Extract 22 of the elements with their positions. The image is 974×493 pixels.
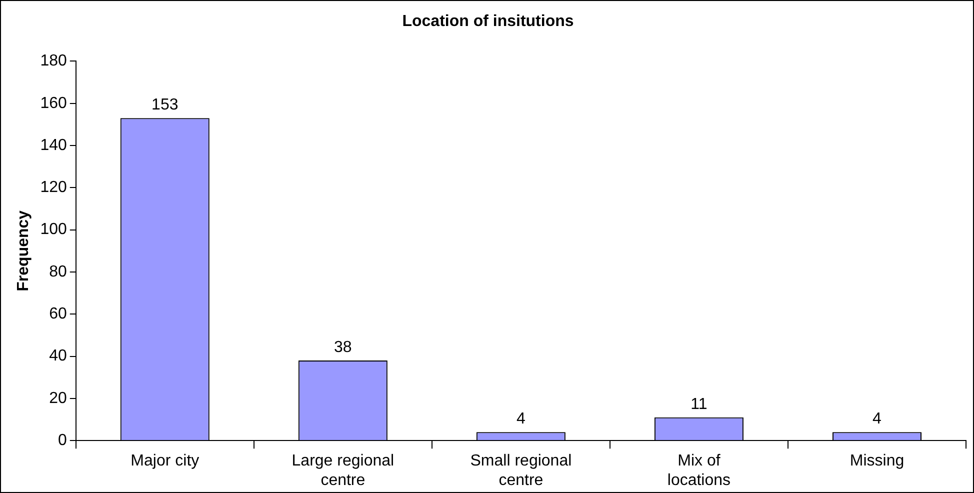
data-label: 38	[334, 338, 352, 356]
y-tick-label: 20	[49, 390, 67, 407]
data-label: 4	[516, 410, 526, 428]
x-tick-label: Small regional centre	[470, 452, 572, 489]
y-tick-label: 0	[58, 432, 67, 450]
x-tick-label: Large regional centre	[292, 452, 394, 489]
x-tick-label: Major city	[130, 452, 200, 470]
y-tick-label: 160	[40, 94, 67, 112]
x-tick-label: Missing	[850, 452, 904, 470]
y-tick-label: 120	[40, 179, 67, 196]
y-tick-label: 180	[40, 52, 67, 70]
y-tick-label: 80	[49, 263, 67, 280]
y-tick-label: 140	[40, 136, 67, 154]
data-label: 153	[152, 96, 178, 114]
data-label: 4	[872, 410, 882, 428]
y-tick-label: 40	[49, 348, 67, 365]
chart-title: Location of insitutions	[402, 13, 574, 30]
y-axis-title: Frequency	[15, 210, 32, 292]
x-tick-label: Mix of locations	[667, 452, 731, 489]
y-tick-label: 60	[49, 306, 67, 323]
y-tick-label: 100	[40, 221, 67, 238]
data-label: 11	[690, 396, 708, 413]
